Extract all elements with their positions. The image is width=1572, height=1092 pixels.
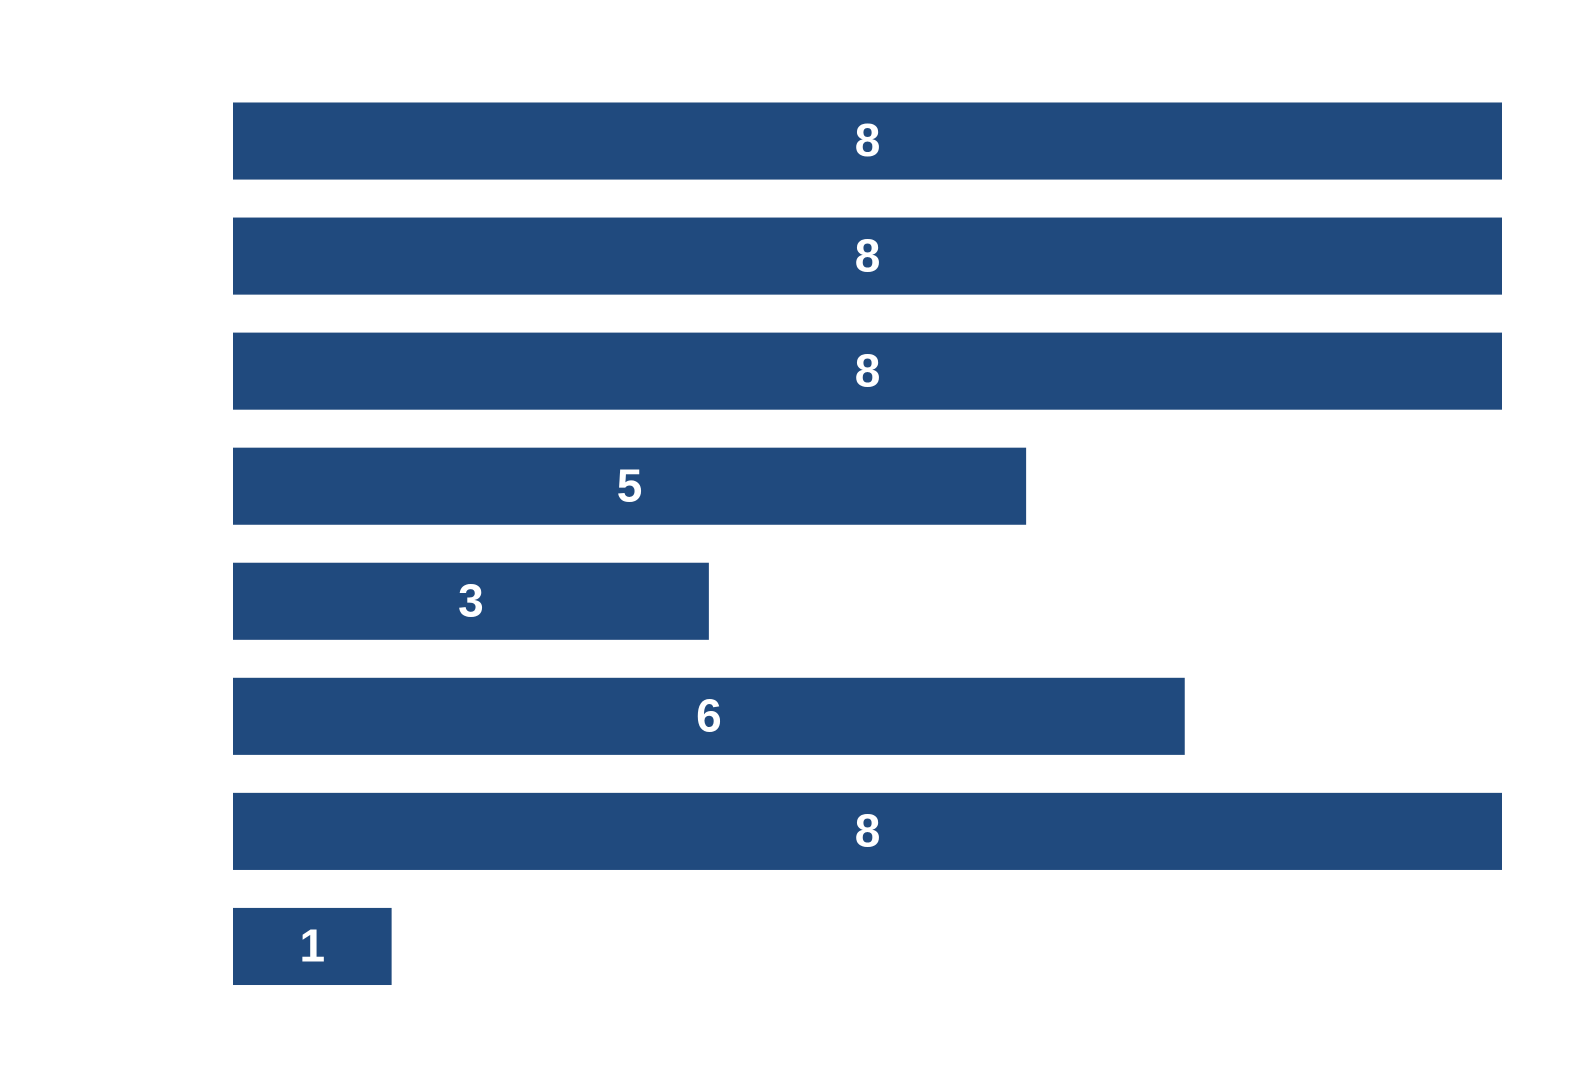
value-label: 8 — [855, 344, 881, 396]
bar — [233, 562, 709, 640]
bar — [233, 332, 1502, 410]
value-label: 8 — [855, 114, 881, 166]
bar — [233, 677, 1185, 755]
value-label: 1 — [300, 920, 326, 972]
value-label: 5 — [617, 459, 643, 511]
bar — [233, 792, 1502, 870]
bar — [233, 907, 392, 986]
bar — [233, 217, 1502, 295]
value-label: 3 — [458, 574, 484, 626]
bar — [233, 102, 1502, 180]
value-label: 6 — [696, 690, 722, 742]
value-label: 8 — [855, 805, 881, 857]
bar — [233, 447, 1027, 525]
value-label: 8 — [855, 229, 881, 281]
